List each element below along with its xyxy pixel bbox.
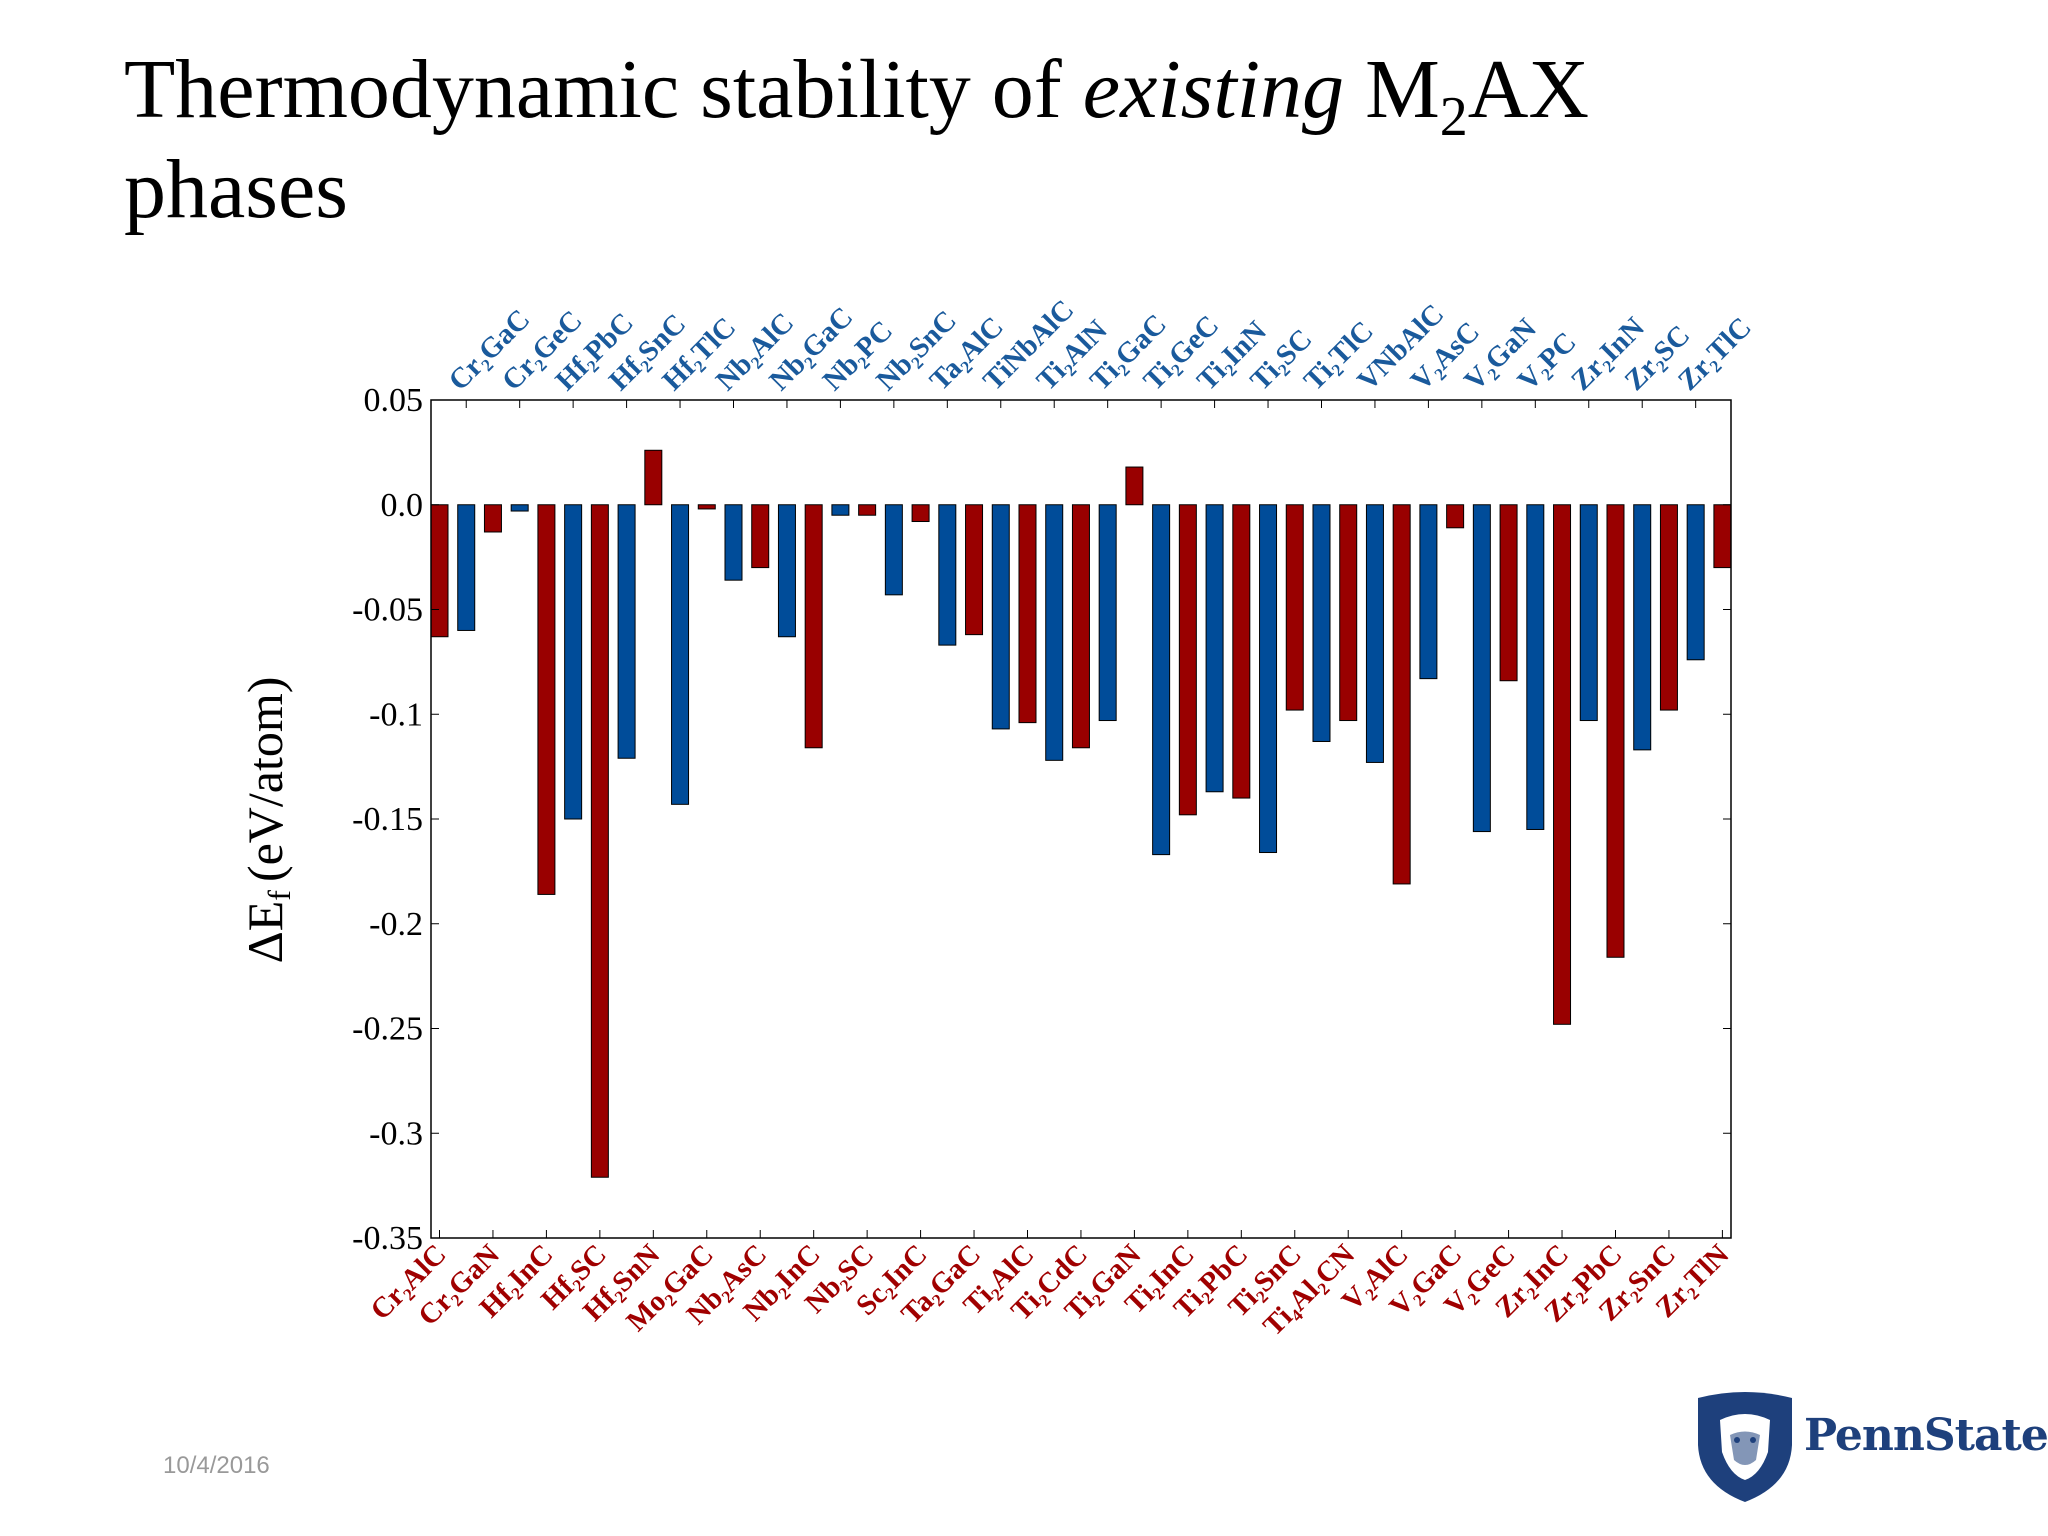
bar-41 [1526, 504, 1545, 830]
bar-0 [430, 504, 449, 638]
bar-30 [1232, 504, 1251, 799]
x-ticks [439, 400, 1723, 1238]
bar-37 [1419, 504, 1438, 680]
bar-33 [1312, 504, 1331, 742]
bar-17 [884, 504, 903, 596]
y-tick-label: -0.15 [352, 801, 423, 838]
bar-40 [1499, 504, 1518, 682]
title-formula-rest: AX [1467, 43, 1590, 136]
bar-28 [1178, 504, 1197, 816]
bar-35 [1365, 504, 1384, 763]
bar-7 [617, 504, 636, 759]
bar-5 [564, 504, 583, 820]
y-tick-label: -0.3 [369, 1115, 423, 1152]
title-text: Thermodynamic stability of [124, 43, 1083, 136]
bar-15 [831, 504, 850, 516]
y-tick-label: 0.05 [364, 382, 424, 419]
y-ticks: 0.05 0.0 -0.05 -0.1 -0.15 -0.2 -0.25 -0.3 -0.35 [352, 382, 1731, 1257]
bar-8 [644, 449, 663, 506]
bar-18 [911, 504, 930, 523]
bar-38 [1446, 504, 1465, 529]
bar-6 [590, 504, 609, 1178]
y-axis-label-symbol: ΔE [237, 901, 293, 964]
bar-12 [751, 504, 770, 569]
pennstate-logo: PennState [1690, 1390, 2048, 1505]
bar-23 [1045, 504, 1064, 761]
bar-29 [1205, 504, 1224, 793]
y-tick-label: -0.35 [352, 1220, 423, 1257]
logo-text: PennState [1804, 1410, 2048, 1461]
bar-39 [1472, 504, 1491, 833]
bars-group [430, 449, 1732, 1178]
bar-9 [671, 504, 690, 805]
bar-10 [697, 504, 716, 510]
x-tick-labels: Cr₂AlCCr₂GaCCr₂GaNCr₂GeCHf₂InCHf₂PbCHf₂S… [364, 294, 1757, 1343]
bar-22 [1018, 504, 1037, 724]
bar-36 [1392, 504, 1411, 885]
slide-title: Thermodynamic stability of existing M2AX… [124, 40, 1589, 240]
y-tick-label: -0.05 [352, 592, 423, 629]
bar-32 [1285, 504, 1304, 711]
bar-21 [991, 504, 1010, 730]
y-tick-label: -0.1 [369, 696, 423, 733]
bar-24 [1071, 504, 1090, 749]
bar-19 [938, 504, 957, 646]
y-axis-label-subscript: f [261, 890, 297, 901]
title-line2: phases [124, 143, 348, 236]
y-tick-label: -0.25 [352, 1011, 423, 1048]
y-tick-label: 0.0 [381, 487, 424, 524]
slide-date: 10/4/2016 [163, 1452, 270, 1479]
bar-20 [965, 504, 984, 636]
x-label-top: Zr₂TlC [1672, 311, 1758, 397]
bar-34 [1339, 504, 1358, 722]
bar-26 [1125, 466, 1144, 506]
bar-16 [858, 504, 877, 516]
bar-48 [1713, 504, 1732, 569]
bar-14 [804, 504, 823, 749]
bar-2 [483, 504, 502, 533]
title-formula: M [1344, 43, 1440, 136]
y-tick-label: -0.2 [369, 906, 423, 943]
bar-13 [777, 504, 796, 638]
nittany-lion-shield-icon [1698, 1392, 1792, 1502]
bar-1 [457, 504, 476, 631]
bar-42 [1553, 504, 1572, 1025]
bar-45 [1633, 504, 1652, 751]
bar-25 [1098, 504, 1117, 722]
bar-11 [724, 504, 743, 581]
bar-43 [1579, 504, 1598, 722]
bar-47 [1686, 504, 1705, 661]
y-axis-label: ΔEf (eV/atom) [237, 677, 297, 964]
title-italic: existing [1082, 43, 1345, 136]
title-formula-subscript: 2 [1439, 85, 1468, 148]
y-axis-label-unit: (eV/atom) [237, 677, 293, 882]
bar-46 [1659, 504, 1678, 711]
bar-3 [510, 504, 529, 512]
bar-4 [537, 504, 556, 895]
bar-31 [1259, 504, 1278, 854]
bar-44 [1606, 504, 1625, 958]
bar-27 [1152, 504, 1171, 856]
